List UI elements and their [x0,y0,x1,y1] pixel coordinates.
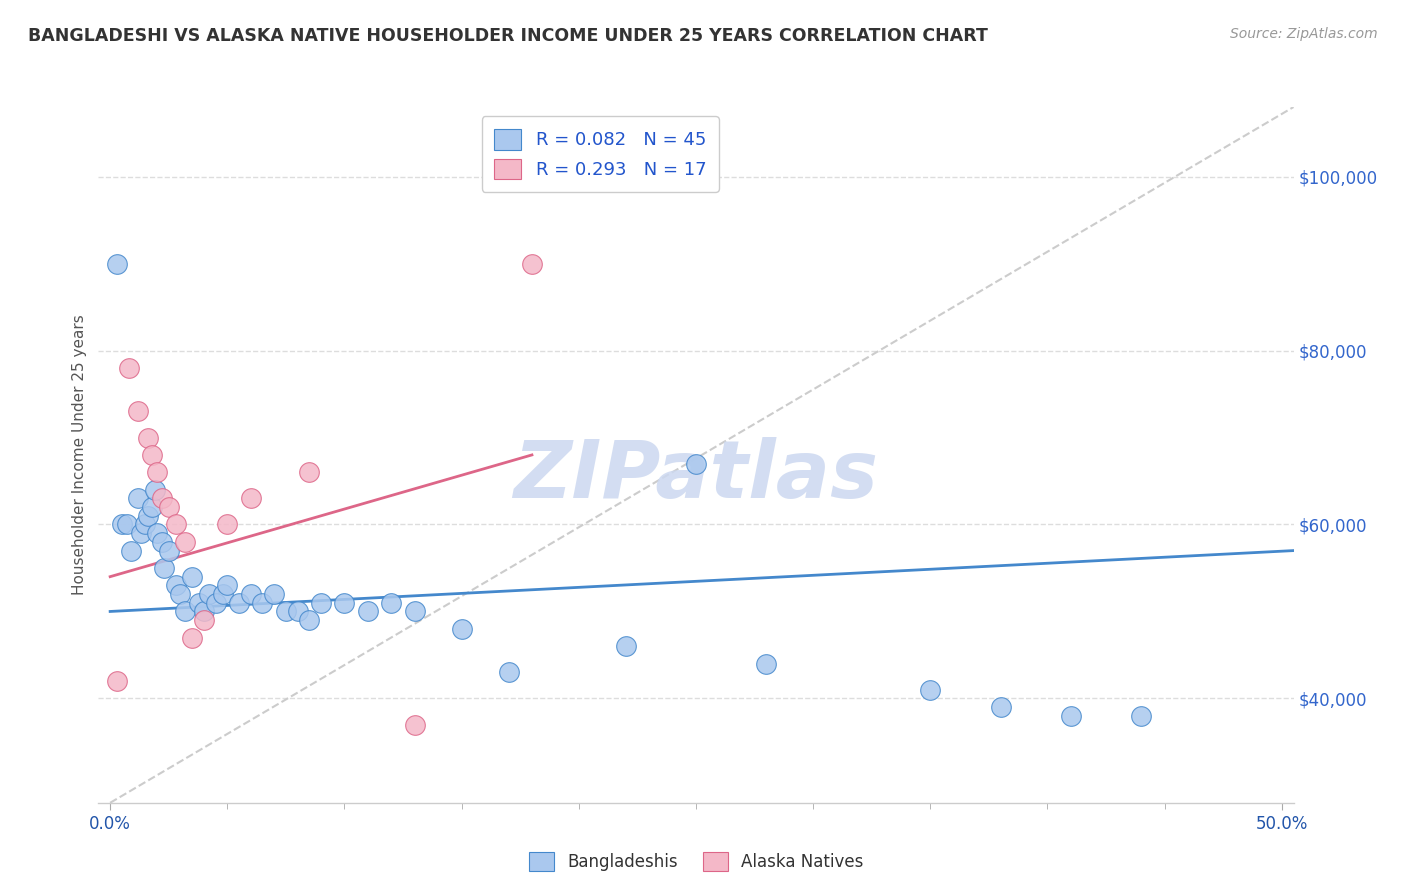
Y-axis label: Householder Income Under 25 years: Householder Income Under 25 years [72,315,87,595]
Point [165,517,187,532]
Point [357,605,380,619]
Point [143,483,166,497]
Point [217,578,239,592]
Point [165,578,187,592]
Point [193,605,215,619]
Point [217,517,239,532]
Point [111,517,134,532]
Point [211,587,233,601]
Point [204,596,226,610]
Point [120,543,142,558]
Text: ZIPatlas: ZIPatlas [513,437,879,515]
Point [169,587,191,601]
Point [520,257,543,271]
Point [685,457,707,471]
Text: Source: ZipAtlas.com: Source: ZipAtlas.com [1230,27,1378,41]
Point [380,596,402,610]
Point [141,500,163,515]
Point [105,257,128,271]
Point [174,605,197,619]
Point [127,491,149,506]
Point [298,613,321,627]
Point [228,596,250,610]
Point [252,596,274,610]
Point [298,466,321,480]
Point [239,491,262,506]
Point [920,682,942,697]
Point [181,631,204,645]
Point [614,639,637,653]
Point [1060,708,1083,723]
Point [309,596,332,610]
Legend: Bangladeshis, Alaska Natives: Bangladeshis, Alaska Natives [522,846,870,878]
Point [197,587,219,601]
Point [450,622,472,636]
Point [498,665,520,680]
Point [990,700,1012,714]
Point [127,404,149,418]
Point [263,587,285,601]
Point [150,535,173,549]
Point [333,596,356,610]
Point [150,491,173,506]
Point [153,561,176,575]
Point [146,466,169,480]
Point [157,543,180,558]
Point [141,448,163,462]
Point [146,526,169,541]
Point [188,596,211,610]
Point [134,517,156,532]
Point [115,517,138,532]
Text: BANGLADESHI VS ALASKA NATIVE HOUSEHOLDER INCOME UNDER 25 YEARS CORRELATION CHART: BANGLADESHI VS ALASKA NATIVE HOUSEHOLDER… [28,27,988,45]
Point [157,500,180,515]
Point [404,605,426,619]
Point [755,657,778,671]
Point [239,587,262,601]
Point [136,508,159,523]
Point [404,717,426,731]
Point [1130,708,1153,723]
Point [193,613,215,627]
Point [274,605,297,619]
Point [136,431,159,445]
Point [287,605,309,619]
Point [181,570,204,584]
Point [105,674,128,689]
Point [118,361,141,376]
Point [129,526,152,541]
Point [174,535,197,549]
